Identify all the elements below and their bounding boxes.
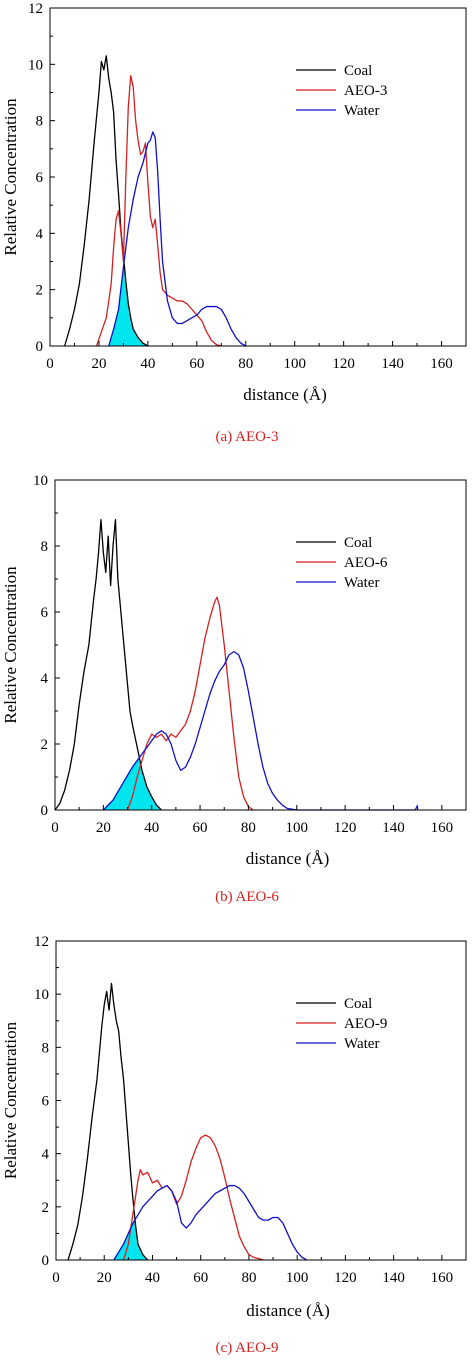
y-tick-label: 2 [36,283,44,299]
legend-label-coal: Coal [344,63,372,79]
x-tick-label: 120 [334,1270,357,1286]
series-line-aeo [122,1134,264,1261]
legend-label-water: Water [344,103,379,119]
x-tick-label: 0 [52,1270,60,1286]
y-tick-label: 10 [33,473,48,489]
x-axis-title: distance (Å) [246,1301,330,1320]
y-tick-label: 4 [36,226,44,242]
series-line-coal [67,982,149,1261]
x-tick-label: 140 [381,356,404,372]
x-axis-title: distance (Å) [246,849,330,868]
chart-a: 0 20 40 60 80 100 120 140 160 0 2 4 6 8 10 12 distance (… [0,0,474,460]
x-tick-label: 80 [241,820,256,836]
legend-label-water: Water [344,575,379,591]
x-tick-label: 80 [241,1270,256,1286]
x-tick-label: 60 [193,820,208,836]
series-line-water [108,131,247,347]
x-tick-label: 0 [46,356,54,372]
figure-caption: (b) AEO-6 [215,889,279,905]
y-tick-label: 8 [36,114,44,130]
y-tick-label: 6 [36,170,44,186]
legend-label-coal: Coal [344,996,372,1012]
y-tick-label: 6 [42,1094,50,1110]
x-tick-label: 60 [193,1270,208,1286]
x-tick-label: 40 [145,1270,160,1286]
x-tick-label: 160 [431,820,454,836]
y-tick-label: 8 [41,539,49,555]
y-tick-label: 4 [42,1147,50,1163]
x-tick-label: 0 [51,820,59,836]
x-tick-label: 40 [144,820,159,836]
y-tick-label: 12 [28,1,43,17]
series-line-coal [54,518,162,811]
x-tick-label: 100 [286,820,309,836]
x-tick-label: 100 [286,1270,309,1286]
y-tick-label: 2 [41,737,49,753]
y-tick-label: 8 [42,1040,50,1056]
figure-caption: (a) AEO-3 [216,429,279,445]
x-tick-label: 100 [283,356,306,372]
x-tick-label: 120 [332,356,355,372]
series-line-aeo [126,596,254,811]
x-tick-label: 160 [431,1270,454,1286]
y-axis-title: Relative Concentration [1,98,20,256]
series-line-water [102,650,419,811]
x-tick-label: 40 [140,356,155,372]
x-axis-title: distance (Å) [243,385,327,404]
y-tick-label: 10 [28,57,43,73]
overlap-area [103,758,162,810]
x-tick-label: 160 [430,356,453,372]
x-tick-label: 140 [382,820,405,836]
y-tick-label: 0 [42,1253,50,1269]
x-tick-label: 120 [334,820,357,836]
chart-svg: 0 20 40 60 80 100 120 140 160 0 2 4 6 8 10 12 distance (… [1,1,467,445]
x-tick-label: 80 [238,356,253,372]
y-tick-label: 0 [36,339,44,355]
y-axis-title: Relative Concentration [1,1021,20,1179]
overlap-area [113,1220,148,1260]
plot-frame [55,940,467,1261]
x-tick-label: 20 [97,1270,112,1286]
x-tick-label: 20 [96,820,111,836]
y-tick-label: 0 [41,803,49,819]
y-tick-label: 12 [34,934,49,950]
legend-label-water: Water [344,1036,379,1052]
series-line-coal [64,55,149,347]
plot-frame [49,7,467,347]
legend-label-aeo: AEO-9 [344,1016,387,1032]
series-line-aeo [95,74,222,347]
y-axis-title: Relative Concentration [1,566,20,724]
y-tick-label: 2 [42,1200,50,1216]
chart-c: 0 20 40 60 80 100 120 140 160 0 2 4 6 8 10 12 distance (… [0,910,474,1369]
chart-svg: 0 20 40 60 80 100 120 140 160 0 2 4 6 8 10 12 distance (… [1,934,467,1356]
series-line-water [113,1184,308,1261]
legend-label-aeo: AEO-3 [344,83,387,99]
figure-caption: (c) AEO-9 [216,1340,279,1356]
x-tick-label: 20 [91,356,106,372]
chart-svg: 0 20 40 60 80 100 120 140 160 0 2 4 6 8 10 distance (Å)… [1,473,467,905]
x-tick-label: 140 [382,1270,405,1286]
y-tick-label: 10 [34,987,49,1003]
legend-label-aeo: AEO-6 [344,555,388,571]
chart-b: 0 20 40 60 80 100 120 140 160 0 2 4 6 8 10 distance (Å)… [0,460,474,910]
plot-frame [54,479,467,811]
x-tick-label: 60 [189,356,204,372]
y-tick-label: 6 [41,605,49,621]
legend-label-coal: Coal [344,535,372,551]
y-tick-label: 4 [41,671,49,687]
